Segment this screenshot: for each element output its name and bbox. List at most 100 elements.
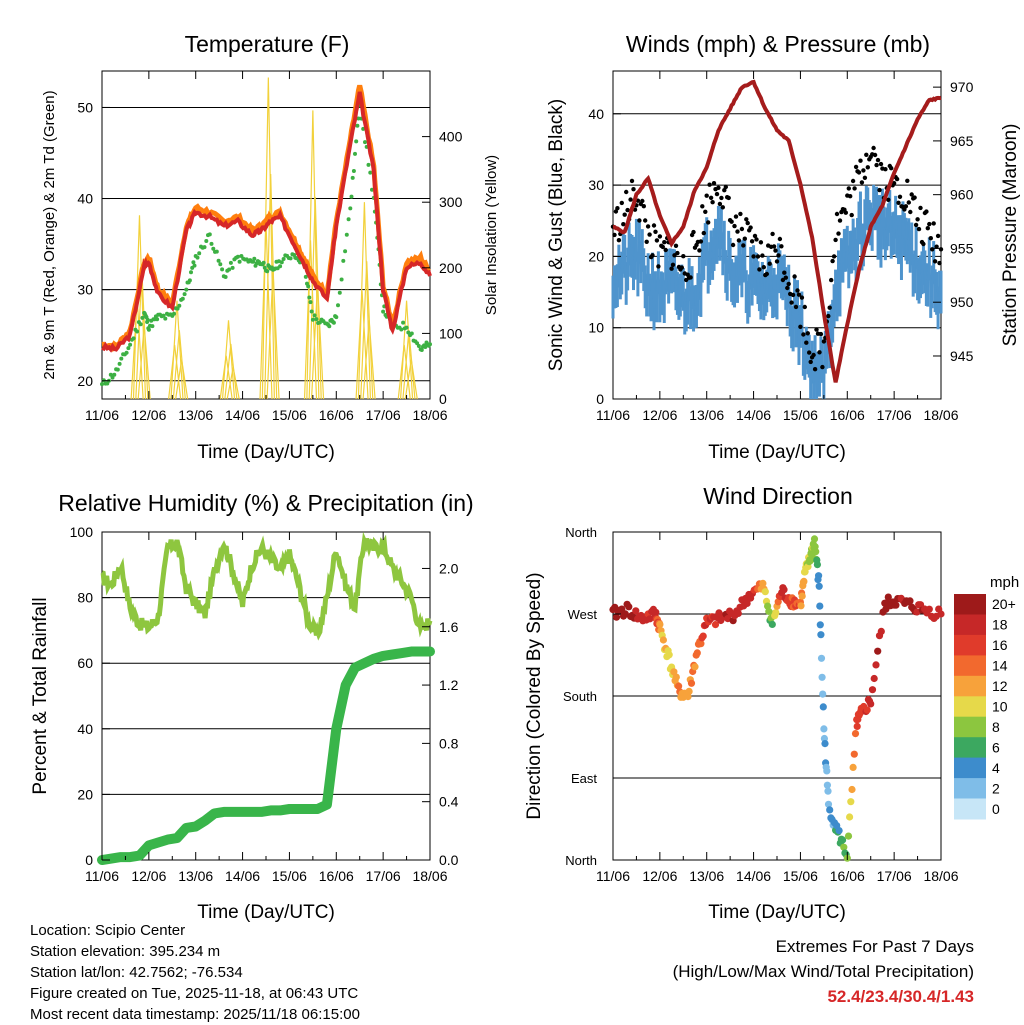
gust-point bbox=[647, 232, 652, 237]
solar-insolation-series bbox=[130, 77, 418, 400]
gust-point bbox=[704, 193, 709, 198]
gust-point bbox=[807, 350, 812, 355]
direction-point bbox=[685, 687, 693, 696]
gust-point bbox=[786, 281, 791, 287]
x-tick-label: 15/06 bbox=[783, 407, 818, 423]
humidity-panel: Relative Humidity (%) & Precipitation (i… bbox=[30, 490, 474, 923]
colorbar-label: 2 bbox=[992, 780, 1000, 796]
dewpoint-point bbox=[119, 356, 124, 361]
dewpoint-point bbox=[230, 265, 235, 270]
temperature-panel: Temperature (F) 11/06 12/06 13/06 14/06 15/0… bbox=[41, 31, 500, 463]
gust-point bbox=[625, 207, 630, 213]
gust-point bbox=[701, 230, 706, 236]
gust-point bbox=[656, 264, 661, 269]
gust-point bbox=[691, 229, 696, 235]
gust-point bbox=[802, 304, 807, 310]
dewpoint-point bbox=[197, 251, 202, 256]
gust-point bbox=[798, 324, 803, 329]
dewpoint-point bbox=[339, 277, 344, 282]
gust-point bbox=[808, 359, 813, 365]
direction-point bbox=[820, 725, 828, 733]
colorbar-label: 6 bbox=[992, 739, 1000, 755]
extremes-values: 52.4/23.4/30.4/1.43 bbox=[827, 987, 974, 1006]
colorbar-swatch bbox=[954, 696, 986, 718]
gust-point bbox=[679, 265, 684, 270]
gust-point bbox=[619, 200, 624, 206]
gust-point bbox=[751, 254, 756, 259]
extremes-subtitle: (High/Low/Max Wind/Total Precipitation) bbox=[672, 962, 974, 981]
direction-point bbox=[818, 673, 826, 681]
x-tick-label: 11/06 bbox=[596, 868, 630, 884]
gust-point bbox=[719, 195, 724, 201]
direction-tick-label: West bbox=[568, 607, 598, 622]
solar-spike bbox=[404, 359, 418, 400]
gust-point bbox=[774, 259, 780, 264]
temperature-series bbox=[100, 84, 432, 387]
gust-point bbox=[723, 184, 728, 190]
gust-point bbox=[645, 224, 651, 229]
x-tick-label: 17/06 bbox=[877, 868, 912, 884]
dewpoint-point bbox=[235, 254, 240, 259]
y2-tick-label: 945 bbox=[950, 348, 974, 364]
speed-colorbar: 20+ 18 16 14 12 10 8 6 4 2 0 bbox=[954, 594, 1016, 820]
gust-point bbox=[700, 204, 705, 209]
solar-spike bbox=[308, 196, 322, 400]
solar-spike bbox=[397, 344, 411, 400]
dewpoint-point bbox=[195, 255, 200, 260]
gust-point bbox=[837, 218, 843, 223]
y2-tick-label: 960 bbox=[950, 187, 974, 203]
gust-point bbox=[843, 210, 848, 215]
dewpoint-point bbox=[278, 264, 283, 269]
solar-spike bbox=[168, 344, 182, 400]
dewpoint-point bbox=[343, 249, 348, 254]
pressure-line bbox=[612, 79, 942, 383]
temperature-y2label: Solar Insolation (Yellow) bbox=[483, 155, 500, 315]
solar-spike bbox=[259, 222, 273, 400]
gust-point bbox=[826, 313, 831, 319]
direction-point bbox=[798, 592, 806, 600]
dewpoint-point bbox=[351, 169, 356, 173]
x-tick-label: 15/06 bbox=[272, 868, 307, 884]
direction-point bbox=[693, 649, 701, 657]
direction-point bbox=[675, 682, 683, 690]
y2-tick-label: 955 bbox=[950, 240, 974, 256]
dewpoint-point bbox=[428, 342, 432, 347]
gust-point bbox=[711, 181, 717, 186]
x-tick-label: 14/06 bbox=[736, 868, 771, 884]
dewpoint-point bbox=[204, 239, 209, 243]
direction-point bbox=[863, 706, 871, 714]
direction-point bbox=[815, 572, 823, 580]
gust-point bbox=[906, 200, 911, 205]
gust-point bbox=[905, 178, 910, 183]
gust-point bbox=[621, 222, 626, 227]
gust-point bbox=[818, 331, 824, 337]
gust-point bbox=[889, 166, 894, 171]
solar-spike bbox=[355, 290, 369, 400]
direction-point bbox=[839, 836, 847, 844]
direction-point bbox=[815, 582, 823, 590]
gust-point bbox=[795, 288, 800, 293]
gust-point bbox=[767, 261, 772, 266]
gust-point bbox=[669, 266, 674, 271]
gust-point bbox=[792, 274, 797, 279]
y2-tick-label: 0 bbox=[439, 391, 447, 407]
y-tick-label: 0 bbox=[85, 852, 93, 868]
gust-point bbox=[720, 205, 725, 210]
gust-point bbox=[739, 226, 745, 232]
x-tick-label: 16/06 bbox=[830, 407, 865, 423]
gust-point bbox=[827, 305, 832, 310]
direction-point bbox=[823, 781, 832, 789]
dewpoint-point bbox=[192, 263, 197, 268]
dewpoint-point bbox=[350, 175, 355, 180]
gust-point bbox=[776, 253, 781, 258]
dewpoint-point bbox=[155, 317, 160, 322]
gust-point bbox=[811, 352, 816, 358]
dewpoint-point bbox=[331, 320, 336, 325]
direction-point bbox=[925, 605, 933, 613]
gust-point bbox=[852, 186, 857, 191]
colorbar-swatch bbox=[954, 614, 986, 636]
direction-point bbox=[806, 557, 815, 565]
dewpoint-point bbox=[209, 241, 214, 246]
direction-point bbox=[844, 832, 853, 840]
gust-point bbox=[716, 185, 721, 190]
